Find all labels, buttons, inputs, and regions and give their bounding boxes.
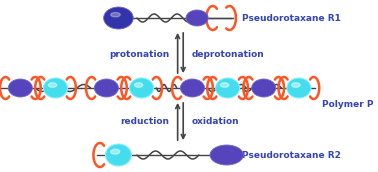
Ellipse shape (48, 83, 57, 87)
Ellipse shape (210, 145, 243, 165)
Ellipse shape (287, 78, 311, 98)
Ellipse shape (105, 144, 132, 166)
Ellipse shape (94, 79, 118, 97)
Text: Polymer P: Polymer P (322, 100, 373, 109)
Text: protonation: protonation (109, 50, 169, 58)
Ellipse shape (134, 83, 143, 87)
Ellipse shape (252, 79, 276, 97)
Text: deprotonation: deprotonation (192, 50, 264, 58)
Ellipse shape (111, 149, 120, 154)
Ellipse shape (130, 78, 153, 98)
Text: oxidation: oxidation (192, 117, 239, 126)
Text: Pseudorotaxane R2: Pseudorotaxane R2 (242, 150, 341, 159)
Ellipse shape (180, 79, 204, 97)
Ellipse shape (43, 78, 68, 98)
Ellipse shape (220, 83, 229, 87)
Ellipse shape (111, 13, 120, 17)
Text: reduction: reduction (120, 117, 169, 126)
Ellipse shape (104, 7, 133, 29)
Ellipse shape (8, 79, 33, 97)
Text: Pseudorotaxane R1: Pseudorotaxane R1 (242, 13, 341, 23)
Ellipse shape (186, 10, 208, 26)
Ellipse shape (292, 83, 300, 87)
Ellipse shape (215, 78, 240, 98)
